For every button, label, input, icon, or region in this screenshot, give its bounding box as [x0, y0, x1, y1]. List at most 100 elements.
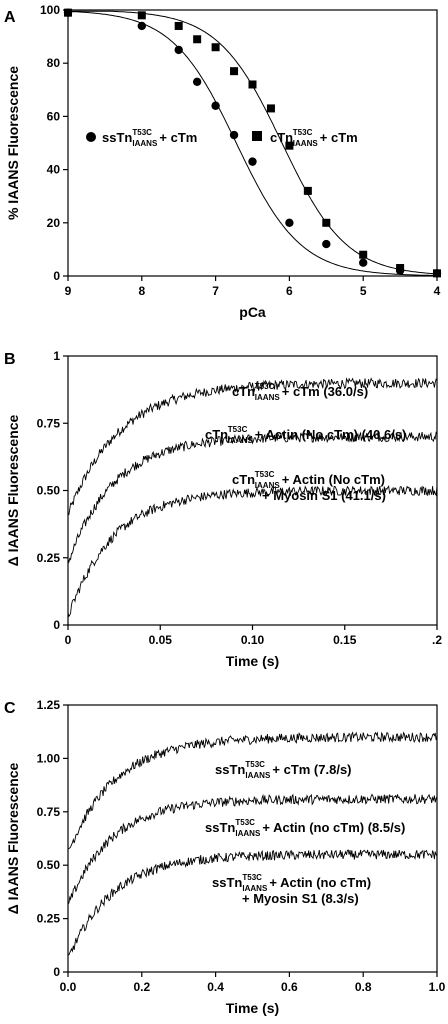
trace-label-1: ssTn	[205, 820, 235, 835]
data-point-square	[303, 186, 312, 195]
x-axis-title: Time (s)	[226, 1000, 279, 1016]
x-axis-title: Time (s)	[226, 653, 279, 669]
trace-2	[67, 485, 438, 618]
trace-label-line2-2: + Myosin S1 (8.3/s)	[242, 891, 359, 906]
x-tick-label: 0.8	[355, 980, 372, 994]
x-tick-label: 0	[65, 633, 72, 647]
legend-label-0-sup: T53C	[132, 128, 152, 137]
y-tick-label: 60	[47, 109, 61, 123]
x-tick-label: 9	[65, 284, 72, 298]
y-tick-label: 0.25	[37, 551, 61, 565]
fit-curve-0	[67, 10, 437, 276]
x-tick-label: 0.05	[149, 633, 173, 647]
trace-label-0-sub: IAANS	[255, 393, 281, 402]
panel-letter: B	[4, 351, 16, 368]
data-point-square	[64, 8, 72, 17]
y-tick-label: 40	[47, 163, 61, 177]
legend-square-marker	[252, 131, 262, 141]
trace-label-2-main: ssTn	[212, 875, 242, 890]
trace-label-1-tail: + Actin (no cTm) (8.5/s)	[262, 820, 405, 835]
y-tick-label: 0.50	[37, 484, 61, 498]
legend-label-0-main: ssTn	[102, 130, 132, 145]
trace-label-2-sub: IAANS	[242, 884, 268, 893]
data-point-square	[230, 67, 239, 76]
data-point-circle	[192, 77, 202, 87]
y-tick-label: 0	[53, 965, 60, 979]
x-tick-label: 0.10	[241, 633, 265, 647]
trace-label-1-sub: IAANS	[228, 436, 254, 445]
data-point-square	[266, 104, 275, 113]
data-point-circle	[174, 45, 183, 55]
legend-circle-marker	[86, 132, 96, 142]
data-point-square	[193, 35, 202, 44]
x-tick-label: .2	[432, 633, 442, 647]
legend-label-1-sup: T53C	[293, 128, 313, 137]
trace-label-2: ssTn	[212, 875, 242, 890]
x-tick-label: 4	[434, 284, 441, 298]
data-point-square	[137, 11, 146, 20]
trace-label-1-sup: T53C	[235, 818, 255, 827]
trace-label-2-tail: + Actin (No cTm)	[282, 472, 385, 487]
plot-frame	[67, 9, 438, 277]
data-point-square	[433, 269, 441, 278]
trace-label-0-sub: IAANS	[245, 771, 271, 780]
trace-label-1-tail: + Actin (No cTm) (40.6/s)	[255, 427, 407, 442]
y-tick-label: 80	[47, 56, 61, 70]
trace-label-1-main: ssTn	[205, 820, 235, 835]
trace-label-1-main: cTn	[205, 427, 228, 442]
trace-label-0: cTn	[232, 384, 255, 399]
x-tick-label: 0.4	[207, 980, 224, 994]
x-tick-label: 5	[360, 284, 367, 298]
legend-label-1-tail: + cTm	[320, 130, 358, 145]
y-tick-label: 100	[40, 3, 60, 17]
trace-label-0-tail: + cTm (36.0/s)	[282, 384, 368, 399]
data-point-circle	[322, 239, 331, 249]
y-axis-title: % IAANS Fluorescence	[5, 66, 21, 220]
y-tick-label: 0.75	[37, 416, 61, 430]
trace-1	[67, 431, 438, 564]
trace-0	[67, 377, 438, 516]
data-point-square	[174, 21, 183, 30]
data-point-square	[359, 250, 368, 259]
y-tick-label: 20	[47, 216, 61, 230]
trace-1	[67, 793, 438, 904]
data-point-circle	[248, 157, 257, 166]
legend-label-0-tail: + cTm	[159, 130, 197, 145]
x-tick-label: 0.6	[281, 980, 298, 994]
x-tick-label: 1.0	[429, 980, 446, 994]
y-tick-label: 0.75	[37, 805, 61, 819]
trace-label-2-sub: IAANS	[255, 481, 281, 490]
trace-label-1: cTn	[205, 427, 228, 442]
y-tick-label: 1	[53, 349, 60, 363]
trace-label-1-sub: IAANS	[235, 829, 261, 838]
x-tick-label: 0.2	[133, 980, 150, 994]
trace-label-2-sup: T53C	[255, 470, 275, 479]
trace-label-1-sup: T53C	[228, 425, 248, 434]
data-point-circle	[211, 101, 220, 110]
x-tick-label: 0.0	[60, 980, 77, 994]
y-axis-title: Δ IAANS Fluorescence	[5, 414, 21, 566]
data-point-circle	[359, 258, 368, 267]
y-tick-label: 1.00	[37, 751, 61, 765]
data-point-circle	[229, 130, 239, 140]
data-point-square	[211, 43, 220, 52]
y-tick-label: 0.25	[37, 912, 61, 926]
legend-label-1-sub: IAANS	[293, 139, 319, 148]
data-point-square	[285, 141, 294, 150]
legend-label-1: cTn	[270, 130, 293, 145]
plot-frame	[67, 704, 438, 973]
trace-label-2-sup: T53C	[242, 873, 262, 882]
x-tick-label: 8	[138, 284, 145, 298]
x-tick-label: 6	[286, 284, 293, 298]
panel-letter: C	[4, 700, 16, 717]
data-point-circle	[285, 218, 294, 227]
y-tick-label: 0.50	[37, 858, 61, 872]
legend-label-0: ssTn	[102, 130, 132, 145]
x-tick-label: 7	[212, 284, 219, 298]
data-point-square	[396, 264, 405, 273]
trace-label-2-tail: + Actin (no cTm)	[269, 875, 371, 890]
y-tick-label: 0	[53, 269, 60, 283]
panel-b: B 0 0.05 0.10 0.15 .2 0 0.25 0.50 0.75 1 Time (s) Δ …	[4, 349, 442, 669]
legend-label-1-main: cTn	[270, 130, 293, 145]
